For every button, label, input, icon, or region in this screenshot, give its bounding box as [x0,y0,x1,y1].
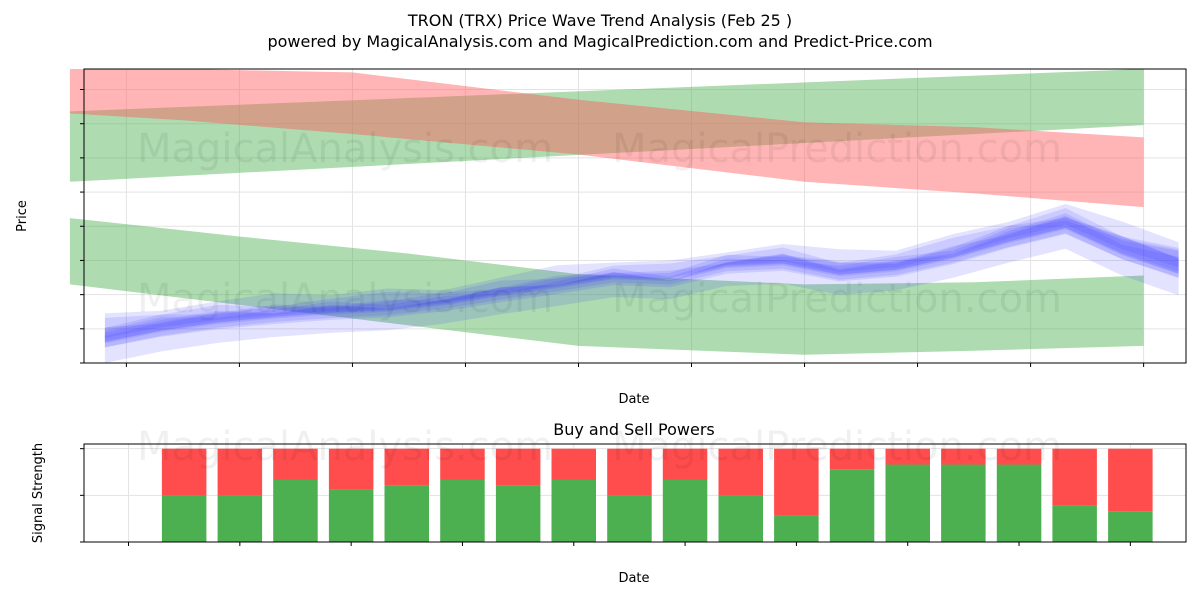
buy-bar [829,469,875,542]
bottom-title: Buy and Sell Powers [553,420,715,439]
buy-bar [161,495,207,542]
bottom-plot-frame [83,443,1187,543]
sell-bar [996,448,1042,465]
sell-bar [774,448,819,516]
band-lower-green-channel [69,218,1144,355]
wave-band [104,208,1179,344]
buy-bar [607,495,652,542]
chart-subtitle: powered by MagicalAnalysis.com and Magic… [267,32,932,51]
sell-bar [217,448,263,496]
sell-bar [829,448,875,470]
wave-band [104,215,1179,348]
sell-bar [328,448,374,490]
sell-bar [662,448,708,480]
top-plot-frame [83,68,1187,364]
sell-bar [885,448,930,465]
watermark-top-right: MagicalPrediction.com [612,126,1062,172]
buy-bar [885,464,930,542]
buy-bar [996,464,1042,542]
sell-bar [607,448,652,496]
sell-bar [941,448,986,465]
buy-bar [1052,505,1097,542]
bottom-bars [161,448,1153,542]
sell-bar [440,448,485,480]
sell-bar [273,448,318,480]
bottom-axes [80,448,1131,546]
band-upper-green-channel [69,69,1144,182]
buy-bar [440,479,485,542]
top-waves [104,204,1179,363]
wave-band [104,204,1179,343]
top-axes [80,89,1145,367]
sell-bar [1052,448,1097,506]
sell-bar [718,448,763,496]
wave-band [104,218,1179,342]
top-ylabel: Price [15,200,30,232]
buy-bar [495,485,541,542]
buy-bar [718,495,763,542]
buy-bar [662,479,708,542]
bottom-xlabel: Date [618,571,649,586]
chart-title: TRON (TRX) Price Wave Trend Analysis (Fe… [407,11,792,30]
buy-bar [551,479,596,542]
sell-bar [384,448,429,486]
band-red-channel [69,69,1144,208]
buy-bar [384,485,429,542]
buy-bar [1108,511,1153,542]
buy-bar [217,495,263,542]
buy-bar [941,464,986,542]
wave-band [104,213,1179,363]
buy-bar [328,489,374,542]
watermark-bottom-right: MagicalPrediction.com [612,424,1062,470]
sell-bar [1108,448,1153,512]
buy-bar [774,515,819,542]
sell-bar [161,448,207,496]
watermark-mid-left: MagicalAnalysis.com [137,276,553,322]
wave-band [104,220,1179,348]
sell-bar [551,448,596,480]
watermark-bottom-left: MagicalAnalysis.com [137,424,553,470]
top-xlabel: Date [618,392,649,407]
sell-bar [495,448,541,486]
buy-bar [273,479,318,542]
wave-band [104,216,1179,338]
bottom-ylabel: Signal Strength [31,443,46,543]
watermark-mid-right: MagicalPrediction.com [612,276,1062,322]
top-bands [69,69,1144,355]
watermark-top-left: MagicalAnalysis.com [137,126,553,172]
